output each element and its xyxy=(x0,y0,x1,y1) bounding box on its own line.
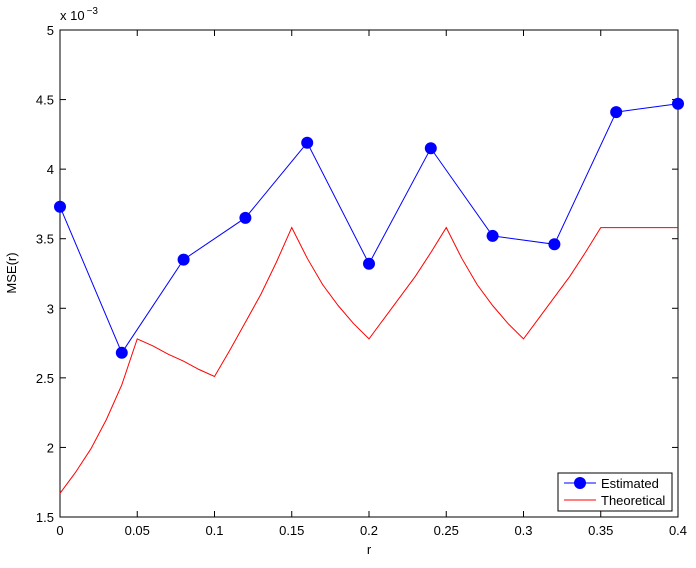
y-tick-label: 5 xyxy=(47,23,54,38)
y-tick-label: 3.5 xyxy=(36,232,54,247)
y-axis-label: MSE(r) xyxy=(4,252,19,293)
x-tick-label: 0.3 xyxy=(514,523,532,538)
legend-label: Theoretical xyxy=(601,493,665,508)
y-tick-label: 4 xyxy=(47,162,54,177)
multiplier-exponent: −3 xyxy=(87,6,99,17)
x-tick-label: 0.15 xyxy=(279,523,304,538)
x-tick-label: 0.05 xyxy=(125,523,150,538)
x-tick-label: 0.1 xyxy=(205,523,223,538)
series-marker xyxy=(54,200,66,213)
series-marker xyxy=(177,253,190,266)
series-line xyxy=(59,226,678,494)
series-marker xyxy=(424,142,437,155)
series-marker xyxy=(115,346,128,359)
y-tick-label: 2 xyxy=(47,440,54,455)
y-tick-label: 2.5 xyxy=(36,371,54,386)
y-tick-label: 4.5 xyxy=(36,93,54,108)
series-marker xyxy=(672,97,684,110)
series-marker xyxy=(610,106,623,119)
x-tick-label: 0.4 xyxy=(669,523,687,538)
series-marker xyxy=(363,257,375,270)
x-tick-label: 0.35 xyxy=(588,523,613,538)
plot-frame xyxy=(59,29,679,518)
x-tick-label: 0.2 xyxy=(360,523,378,538)
x-axis-label: r xyxy=(367,542,372,557)
series-marker xyxy=(239,211,252,224)
series-marker xyxy=(301,136,314,149)
x-tick-label: 0.25 xyxy=(434,523,459,538)
y-tick-label: 1.5 xyxy=(36,510,54,525)
y-multiplier: x 10 −3 xyxy=(60,6,98,23)
legend-label: Estimated xyxy=(601,476,659,491)
multiplier-base: x 10 xyxy=(60,8,85,23)
x-tick-label: 0 xyxy=(56,523,63,538)
series-marker xyxy=(486,229,499,242)
series-marker xyxy=(548,238,561,251)
y-tick-label: 3 xyxy=(47,301,54,316)
legend-marker xyxy=(574,477,586,489)
